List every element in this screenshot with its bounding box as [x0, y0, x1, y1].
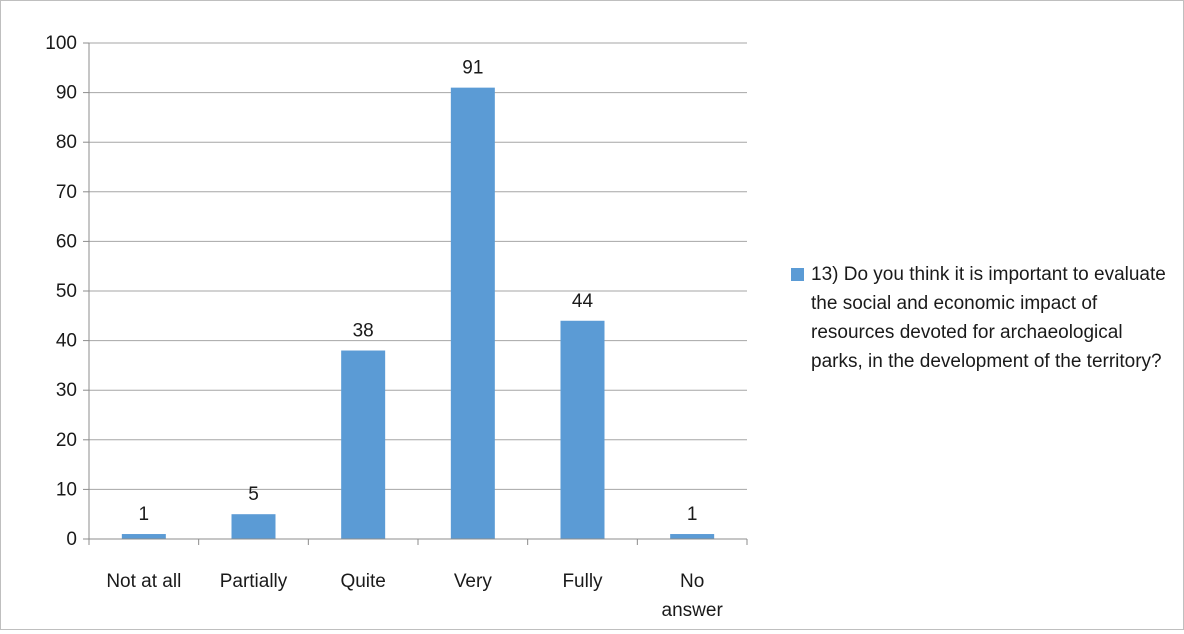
y-tick-label: 30	[56, 380, 77, 401]
x-tick-label: No	[680, 571, 704, 592]
x-tick-label: Fully	[562, 571, 603, 592]
bar-very	[450, 87, 495, 539]
y-tick-label: 50	[56, 281, 77, 302]
data-label: 5	[248, 484, 259, 505]
legend-label: 13) Do you think it is important to eval…	[811, 264, 1166, 372]
gridlines	[89, 42, 747, 490]
x-tick-label: Not at all	[106, 571, 181, 592]
bars	[121, 87, 715, 539]
bar-not-at-all	[121, 534, 166, 539]
y-tick-label: 40	[56, 331, 77, 352]
x-tick-label: Quite	[340, 571, 385, 592]
bar-quite	[341, 350, 386, 539]
y-tick-label: 10	[56, 479, 77, 500]
bar-fully	[560, 320, 605, 539]
y-tick-label: 90	[56, 83, 77, 104]
data-label: 1	[139, 504, 150, 525]
x-tick-label: Partially	[220, 571, 288, 592]
y-tick-label: 100	[45, 33, 77, 54]
x-tick-label: Very	[454, 571, 493, 592]
y-tick-label: 20	[56, 430, 77, 451]
data-label: 1	[687, 504, 698, 525]
legend-swatch	[791, 268, 804, 281]
data-label: 91	[462, 58, 483, 79]
data-labels: 1 5 38 91 44 1	[139, 58, 698, 525]
x-tick-label: answer	[662, 600, 724, 621]
data-label: 44	[572, 291, 594, 312]
bar-no-answer	[670, 534, 715, 539]
y-tick-label: 80	[56, 132, 77, 153]
y-tick-label: 70	[56, 182, 77, 203]
y-tick-label: 60	[56, 231, 77, 252]
data-label: 38	[353, 321, 374, 342]
y-tick-label: 0	[66, 529, 77, 550]
axes: 0 10 20 30 40 50 60 70 80 90 100 Not at all Partiall…	[45, 33, 748, 621]
bar-partially	[231, 514, 276, 539]
